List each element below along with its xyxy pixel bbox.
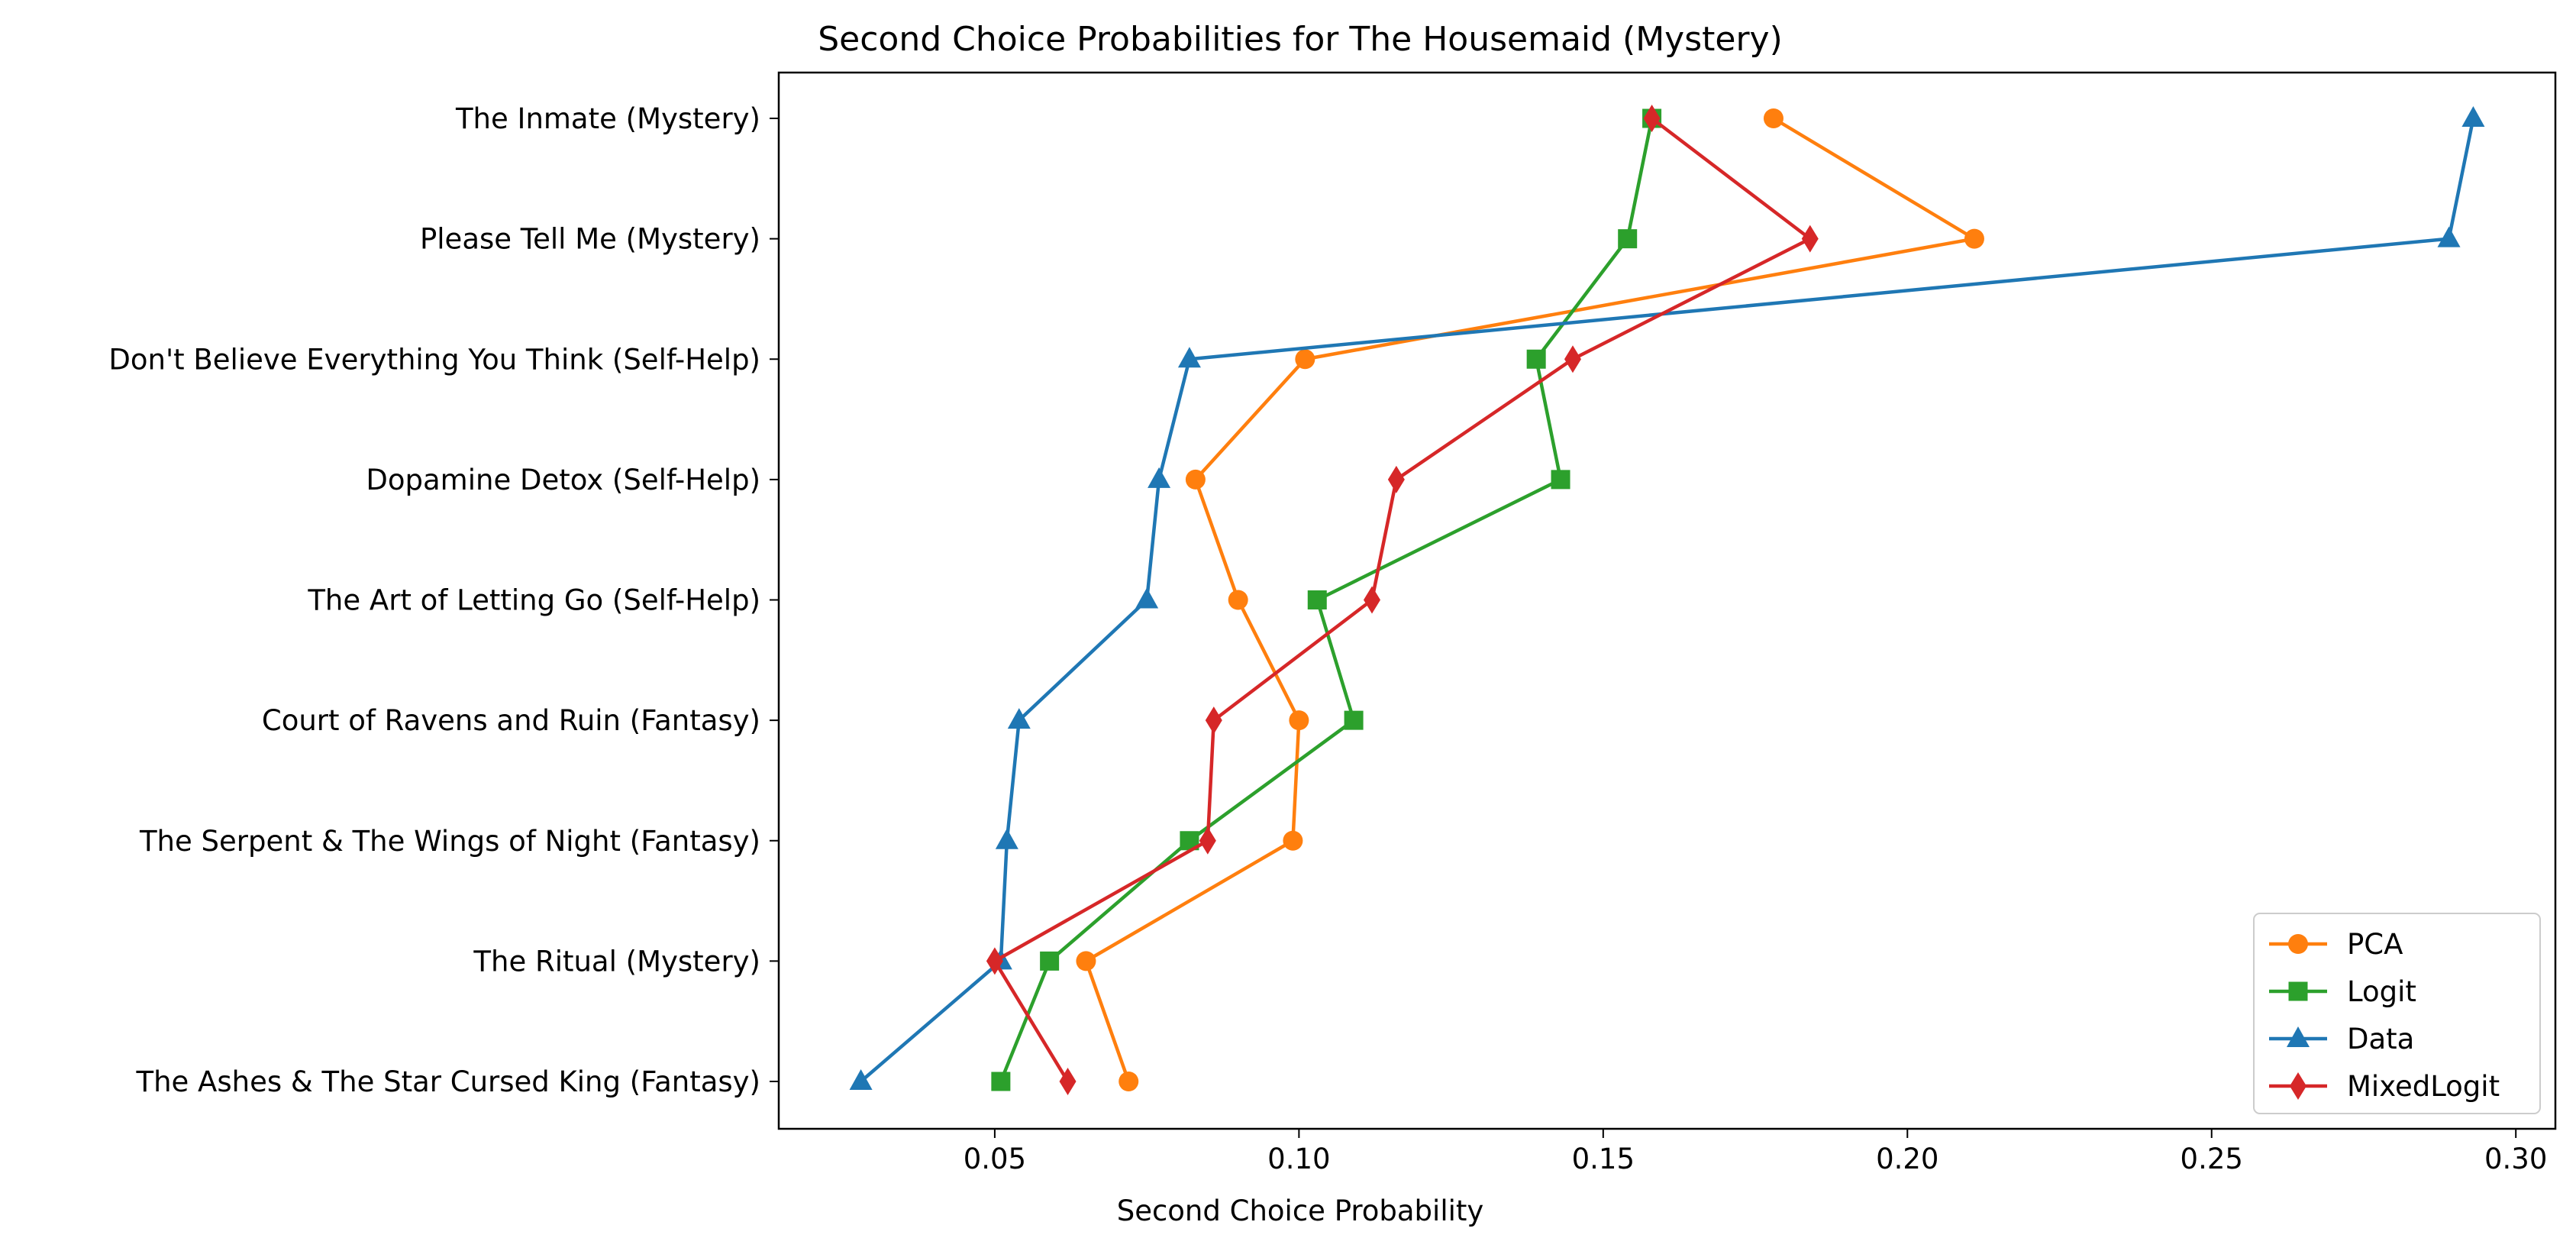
y-tick-label: Please Tell Me (Mystery) xyxy=(420,223,760,256)
data-point xyxy=(1387,465,1405,493)
data-point xyxy=(1526,349,1546,369)
legend-marker xyxy=(2290,1072,2306,1100)
x-tick-label: 0.15 xyxy=(1572,1143,1635,1175)
data-point xyxy=(1289,710,1309,731)
y-tick-label: The Art of Letting Go (Self-Help) xyxy=(307,584,760,617)
data-point xyxy=(1618,229,1638,249)
data-point xyxy=(1135,587,1159,609)
data-point xyxy=(1551,470,1570,490)
legend-entry: MixedLogit xyxy=(2269,1070,2500,1103)
legend-marker xyxy=(2288,934,2308,954)
data-point xyxy=(995,828,1018,849)
data-point xyxy=(1119,1072,1139,1091)
y-tick-label: The Ritual (Mystery) xyxy=(473,945,760,978)
data-point xyxy=(986,947,1003,975)
series-mixedlogit xyxy=(986,105,1819,1095)
legend-marker xyxy=(2287,1026,2310,1047)
data-point xyxy=(1185,469,1206,490)
data-point xyxy=(1283,830,1303,851)
data-point xyxy=(1307,590,1327,609)
y-tick-label: The Inmate (Mystery) xyxy=(455,102,760,135)
data-point xyxy=(1177,347,1201,368)
data-point xyxy=(2461,106,2485,127)
legend-label: PCA xyxy=(2347,928,2403,961)
data-point xyxy=(1059,1068,1077,1095)
legend-marker xyxy=(2288,981,2308,1001)
data-point xyxy=(1148,467,1171,488)
data-point xyxy=(1564,345,1581,373)
data-point xyxy=(1199,826,1216,855)
x-tick-label: 0.10 xyxy=(1267,1143,1330,1175)
y-tick-label: The Ashes & The Star Cursed King (Fantas… xyxy=(135,1065,760,1098)
legend-label: Data xyxy=(2347,1023,2414,1055)
data-point xyxy=(1205,706,1222,735)
legend-entry: PCA xyxy=(2269,928,2403,961)
series-data xyxy=(849,106,2485,1090)
y-tick-label: The Serpent & The Wings of Night (Fantas… xyxy=(139,825,760,858)
x-tick-label: 0.25 xyxy=(2181,1143,2243,1175)
data-point xyxy=(1763,108,1784,128)
x-axis-label: Second Choice Probability xyxy=(1117,1194,1484,1227)
series-logit xyxy=(991,108,1662,1091)
plot-area: 0.05 0.10 0.15 0.20 0.25 0.30 The Inmate (Myst… xyxy=(108,71,2557,1175)
data-point xyxy=(2437,226,2461,247)
legend: PCA Logit Data MixedLogit xyxy=(2253,913,2541,1114)
legend-entry: Data xyxy=(2269,1023,2414,1055)
data-point xyxy=(1076,951,1096,971)
x-tick-label: 0.20 xyxy=(1876,1143,1938,1175)
data-point xyxy=(1007,708,1031,729)
chart-title: Second Choice Probabilities for The Hous… xyxy=(818,20,1783,59)
series-line xyxy=(860,118,2475,1083)
legend-box xyxy=(2253,913,2541,1114)
x-tick-label: 0.05 xyxy=(964,1143,1026,1175)
legend-label: MixedLogit xyxy=(2347,1070,2500,1103)
series-line xyxy=(1084,117,1977,1082)
data-point xyxy=(1643,105,1661,132)
data-point xyxy=(1964,228,1984,249)
data-point xyxy=(1040,951,1060,971)
series-pca xyxy=(1076,108,1984,1091)
legend-label: Logit xyxy=(2347,975,2416,1008)
data-point xyxy=(1363,586,1380,614)
data-point xyxy=(849,1069,873,1090)
data-point xyxy=(1228,590,1248,610)
data-point xyxy=(991,1072,1011,1091)
y-tick-label: Dopamine Detox (Self-Help) xyxy=(366,464,760,496)
y-tick-label: Court of Ravens and Ruin (Fantasy) xyxy=(262,704,760,737)
data-point xyxy=(1344,710,1364,730)
series-line xyxy=(993,117,1813,1083)
y-tick-label: Don't Believe Everything You Think (Self… xyxy=(108,343,760,376)
data-point xyxy=(1801,225,1819,253)
legend-entry: Logit xyxy=(2269,975,2416,1008)
x-tick-label: 0.30 xyxy=(2484,1143,2547,1175)
data-point xyxy=(1295,349,1315,370)
